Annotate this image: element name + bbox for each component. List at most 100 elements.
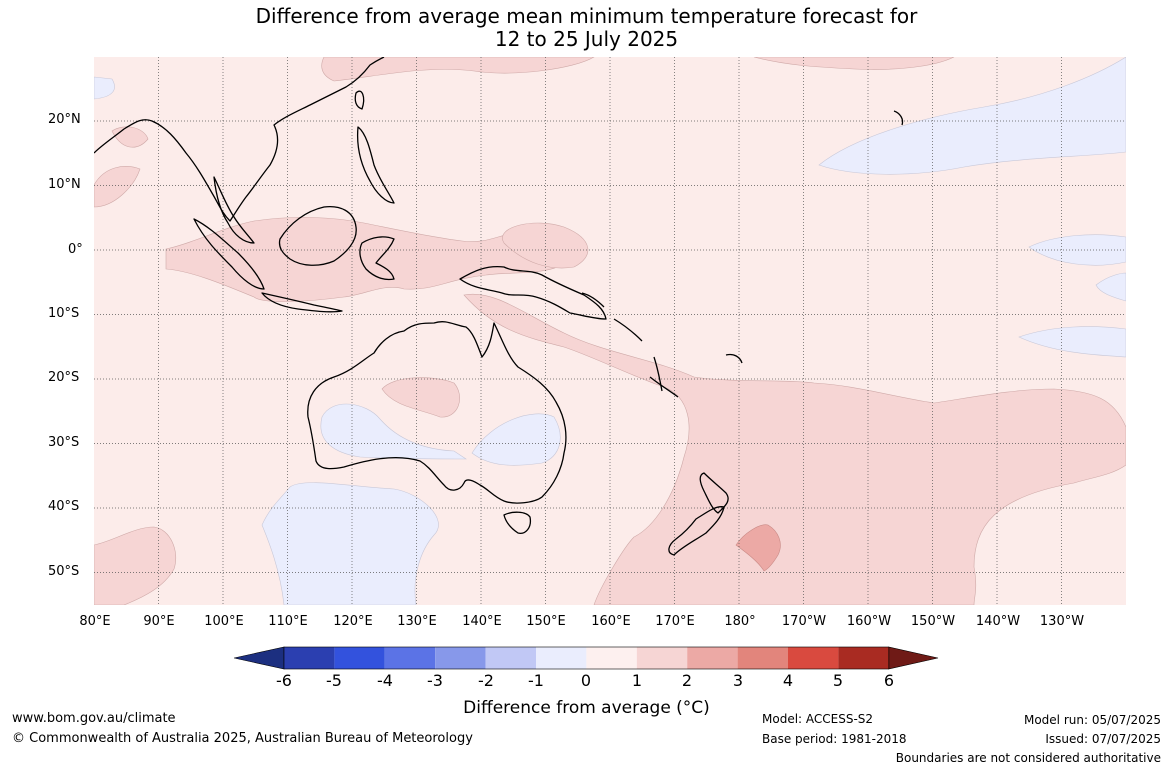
colorbar-tick-minus5: -5: [326, 671, 342, 690]
colorbar-tick-2: 2: [681, 671, 693, 690]
graticule: [94, 57, 1126, 605]
lon-label-180: 180°: [724, 614, 756, 629]
colorbar-tick-6: 6: [883, 671, 895, 690]
lon-label-170w: 170°W: [781, 614, 827, 629]
colorbar-bin-5-6: [838, 647, 889, 669]
lon-label-130e: 130°E: [397, 614, 437, 629]
lat-label-40s: 40°S: [48, 499, 80, 514]
footer-model: Model: ACCESS-S2: [762, 712, 874, 726]
colorbar-tick-minus1: -1: [528, 671, 544, 690]
positive-anomaly-indochina: [94, 166, 141, 208]
vanuatu-islands: [653, 356, 663, 392]
colorbar-extend-low: [234, 646, 285, 670]
map-title-line-1: Difference from average mean minimum tem…: [255, 4, 918, 28]
lat-label-10n: 10°N: [48, 177, 81, 192]
lon-label-120e: 120°E: [333, 614, 373, 629]
new-caledonia: [649, 376, 679, 398]
colorbar-tick-minus3: -3: [427, 671, 443, 690]
positive-anomaly-southern-ocean-west: [94, 526, 176, 605]
coastlines: [94, 57, 904, 556]
lat-label-20n: 20°N: [48, 112, 81, 127]
map-title-line-2: 12 to 25 July 2025: [494, 27, 679, 51]
colorbar-tick-3: 3: [732, 671, 744, 690]
lon-label-110e: 110°E: [268, 614, 308, 629]
bismarck-islands: [581, 292, 605, 308]
lon-label-140e: 140°E: [462, 614, 502, 629]
negative-anomaly-east-pacific-north: [818, 57, 1126, 175]
positive-anomaly-central-australia: [381, 377, 460, 418]
lon-label-140w: 140°W: [975, 614, 1021, 629]
tasmania-coastline: [503, 511, 532, 534]
lon-label-100e: 100°E: [204, 614, 244, 629]
lat-label-50s: 50°S: [48, 564, 80, 579]
lon-label-80e: 80°E: [79, 614, 111, 629]
colorbar-bin-0-1: [586, 647, 637, 669]
lat-label-10s: 10°S: [48, 306, 80, 321]
sulawesi-coastline: [359, 236, 395, 281]
colorbar-bin-minus4-minus3: [384, 647, 436, 669]
lon-label-160e: 160°E: [591, 614, 631, 629]
colorbar-bin-3-4: [737, 647, 788, 669]
negative-anomaly-western-australia: [320, 403, 467, 460]
mainland-asia-coastline: [94, 57, 385, 222]
new-guinea-coastline: [459, 265, 607, 320]
colorbar-tick-4: 4: [782, 671, 794, 690]
colorbar-bin-minus6-minus5: [284, 647, 335, 669]
solomon-islands: [613, 318, 643, 342]
new-zealand-north-island: [699, 472, 729, 514]
colorbar-bin-4-5: [788, 647, 839, 669]
colorbar-tick-1: 1: [631, 671, 643, 690]
positive-anomaly-north-central-pacific: [753, 57, 955, 70]
lat-label-0: 0°: [68, 242, 83, 257]
lon-label-160w: 160°W: [846, 614, 892, 629]
lon-label-90e: 90°E: [143, 614, 175, 629]
colorbar-tick-minus4: -4: [377, 671, 393, 690]
colorbar-bin-minus2-minus1: [485, 647, 536, 669]
philippines-coastline: [356, 126, 395, 204]
lon-label-150e: 150°E: [526, 614, 566, 629]
footer-disclaimer: Boundaries are not considered authoritat…: [895, 751, 1161, 765]
positive-anomaly-north-pacific-top: [321, 57, 595, 82]
negative-anomaly-nw-corner: [94, 76, 115, 100]
australia-coastline: [307, 321, 567, 504]
colorbar-tick-0: 0: [580, 671, 592, 690]
negative-anomaly-east-pacific-equator: [1028, 234, 1126, 266]
footer-copyright: © Commonwealth of Australia 2025, Austra…: [12, 731, 473, 746]
colorbar-frame: [283, 646, 890, 670]
sumatra-coastline: [193, 218, 265, 290]
footer-model-run: Model run: 05/07/2025: [1023, 713, 1161, 727]
colorbar-label: Difference from average (°C): [463, 698, 710, 718]
hawaii-islands: [893, 110, 904, 126]
taiwan-coastline: [354, 90, 365, 110]
fiji-islands: [725, 353, 743, 364]
lon-label-130w: 130°W: [1039, 614, 1085, 629]
colorbar-tick-5: 5: [832, 671, 844, 690]
lon-label-170e: 170°E: [655, 614, 695, 629]
java-coastline: [261, 292, 343, 313]
footer-website: www.bom.gov.au/climate: [12, 711, 176, 726]
positive-anomaly-equator-central: [502, 222, 589, 269]
negative-anomaly-south-indian-ocean: [261, 482, 439, 605]
new-zealand-south-island: [668, 506, 725, 556]
lat-label-20s: 20°S: [48, 370, 80, 385]
negative-anomaly-eastern-australia: [471, 413, 561, 466]
colorbar-extend-high: [888, 646, 939, 670]
forecast-map: [94, 57, 1126, 605]
colorbar-bin-1-2: [636, 647, 688, 669]
strong-positive-anomaly-tasman: [735, 524, 781, 572]
colorbar-bin-minus1-0: [536, 647, 587, 669]
colorbar-bin-minus5-minus4: [334, 647, 385, 669]
malay-peninsula-coastline: [213, 176, 255, 244]
borneo-coastline: [278, 205, 357, 266]
colorbar: [234, 646, 939, 670]
lon-label-150w: 150°W: [910, 614, 956, 629]
negative-anomaly-east-pacific-small: [1095, 272, 1126, 302]
footer-base-period: Base period: 1981-2018: [762, 732, 907, 746]
footer-issued: Issued: 07/07/2025: [1045, 732, 1161, 746]
colorbar-tick-minus6: -6: [276, 671, 292, 690]
negative-anomaly-east-pacific-south: [1018, 326, 1126, 358]
colorbar-tick-minus2: -2: [478, 671, 494, 690]
colorbar-bin-2-3: [687, 647, 738, 669]
colorbar-bin-minus3-minus2: [435, 647, 486, 669]
lat-label-30s: 30°S: [48, 435, 80, 450]
